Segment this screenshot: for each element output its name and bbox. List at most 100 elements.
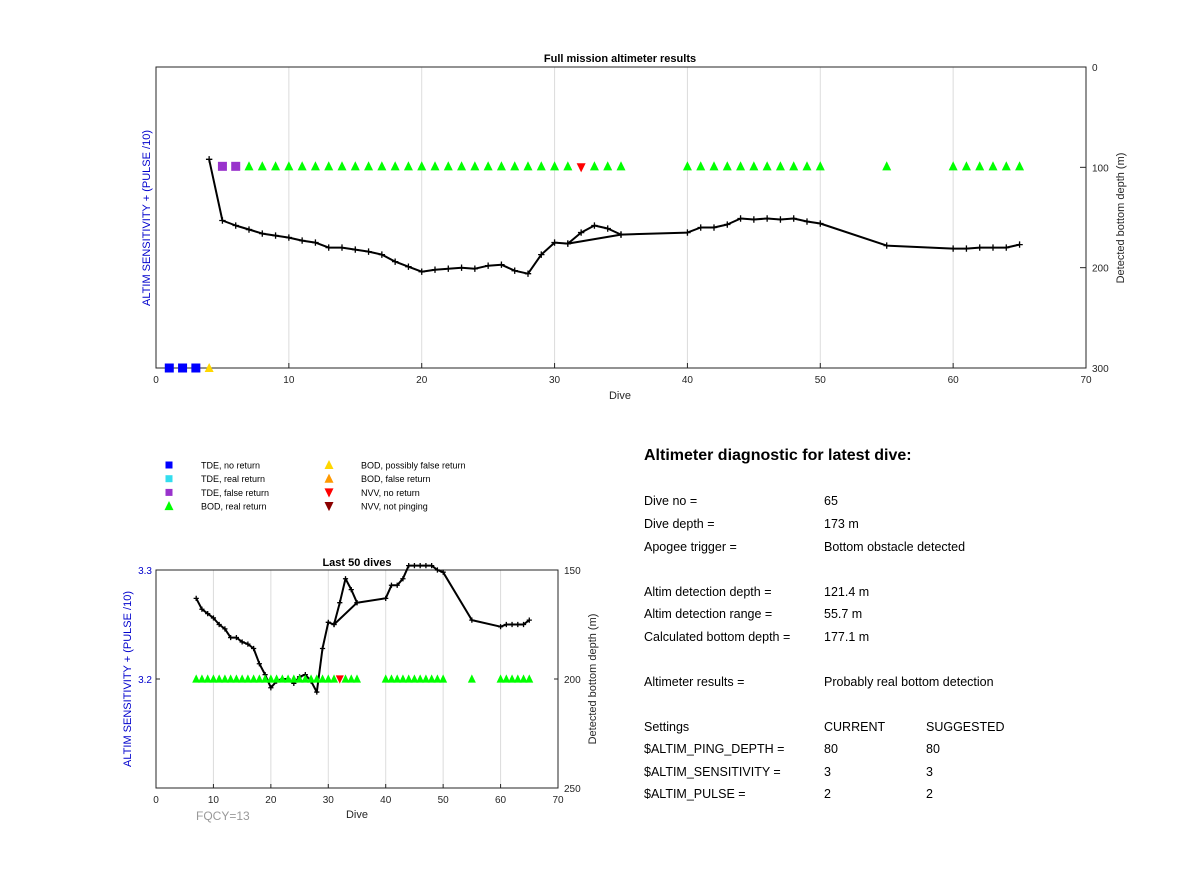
marker-bod-real-return bbox=[403, 161, 413, 171]
marker-bod-real-return bbox=[443, 161, 453, 171]
top-series bbox=[164, 156, 1025, 373]
y-right-tick-label: 200 bbox=[564, 675, 581, 686]
marker-bod-real-return bbox=[220, 674, 229, 683]
depth-point bbox=[233, 634, 239, 641]
depth-point bbox=[777, 216, 784, 223]
depth-point bbox=[883, 242, 890, 249]
x-tick-label: 60 bbox=[495, 795, 507, 806]
depth-point bbox=[551, 239, 558, 246]
depth-point bbox=[228, 634, 234, 641]
marker-bod-real-return bbox=[410, 674, 419, 683]
legend-label: BOD, possibly false return bbox=[361, 461, 466, 471]
depth-point bbox=[232, 222, 239, 229]
depth-point bbox=[205, 156, 213, 163]
pulse-current: 2 bbox=[824, 787, 831, 801]
legend-label: NVV, no return bbox=[361, 488, 420, 498]
depth-point bbox=[338, 244, 346, 251]
depth-point bbox=[391, 258, 399, 265]
depth-point bbox=[469, 617, 475, 623]
depth-point bbox=[298, 237, 306, 244]
depth-point bbox=[216, 621, 222, 628]
dive-depth-value: 173 m bbox=[824, 517, 859, 531]
legend-marker-3 bbox=[164, 501, 174, 511]
sensitivity-label: $ALTIM_SENSITIVITY = bbox=[644, 765, 781, 779]
depth-point bbox=[405, 263, 412, 270]
x-tick-label: 50 bbox=[815, 375, 827, 386]
sensitivity-current: 3 bbox=[824, 765, 831, 779]
marker-bod-real-return bbox=[603, 161, 613, 171]
marker-bod-real-return bbox=[421, 674, 430, 683]
marker-bod-real-return bbox=[483, 161, 493, 171]
depth-point bbox=[219, 217, 226, 224]
suggested-header: SUGGESTED bbox=[926, 720, 1005, 734]
marker-bod-real-return bbox=[802, 161, 812, 171]
depth-point bbox=[803, 218, 811, 225]
marker-bod-real-return bbox=[589, 161, 599, 171]
marker-bod-real-return bbox=[255, 674, 264, 683]
depth-point bbox=[763, 215, 771, 222]
depth-point bbox=[1003, 244, 1010, 251]
marker-bod-real-return bbox=[762, 161, 772, 171]
depth-point bbox=[524, 270, 532, 277]
marker-tde-false-return bbox=[231, 161, 241, 171]
legend-marker-5 bbox=[324, 473, 334, 483]
depth-point bbox=[331, 621, 337, 628]
depth-point bbox=[325, 619, 331, 625]
detection-depth-value: 121.4 m bbox=[824, 585, 870, 599]
x-tick-label: 10 bbox=[283, 375, 295, 386]
marker-bod-real-return bbox=[257, 161, 267, 171]
x-tick-label: 30 bbox=[549, 375, 561, 386]
marker-bod-real-return bbox=[709, 161, 719, 171]
marker-bod-real-return bbox=[682, 161, 692, 171]
depth-point bbox=[591, 222, 598, 229]
depth-point bbox=[342, 576, 349, 582]
y-right-tick-label: 250 bbox=[564, 784, 581, 795]
depth-point bbox=[577, 229, 585, 236]
depth-point bbox=[498, 261, 505, 268]
depth-point bbox=[245, 641, 251, 647]
marker-bod-real-return bbox=[307, 674, 316, 683]
legend-marker-0 bbox=[165, 461, 173, 469]
depth-point bbox=[484, 262, 492, 269]
marker-bod-real-return bbox=[226, 674, 235, 683]
top-title: Full mission altimeter results bbox=[544, 53, 696, 65]
depth-point bbox=[352, 246, 359, 253]
legend-label: TDE, false return bbox=[201, 488, 269, 498]
marker-bod-real-return bbox=[278, 674, 287, 683]
x-tick-label: 60 bbox=[948, 375, 960, 386]
marker-bod-real-return bbox=[427, 674, 436, 683]
x-tick-label: 0 bbox=[153, 795, 159, 806]
dive-no-value: 65 bbox=[824, 494, 838, 508]
marker-bod-real-return bbox=[266, 674, 275, 683]
marker-bod-real-return bbox=[496, 674, 505, 683]
depth-point bbox=[251, 645, 257, 652]
y-tick-label: 0 bbox=[1092, 63, 1098, 74]
marker-bod-real-return bbox=[696, 161, 706, 171]
depth-point bbox=[564, 240, 572, 247]
depth-point bbox=[193, 595, 199, 601]
marker-bod-real-return bbox=[244, 161, 254, 171]
top-xlabel: Dive bbox=[609, 390, 631, 402]
depth-point bbox=[245, 226, 253, 233]
depth-point bbox=[526, 617, 532, 623]
marker-bod-real-return bbox=[563, 161, 573, 171]
depth-point bbox=[378, 251, 386, 258]
legend-marker-6 bbox=[324, 488, 334, 498]
depth-point bbox=[963, 245, 970, 252]
x-tick-label: 20 bbox=[265, 795, 277, 806]
marker-bod-real-return bbox=[271, 161, 281, 171]
depth-point bbox=[259, 230, 266, 237]
x-tick-label: 40 bbox=[380, 795, 392, 806]
top-grid bbox=[288, 67, 954, 368]
ping-depth-current: 80 bbox=[824, 742, 838, 756]
depth-point bbox=[423, 563, 429, 569]
depth-point bbox=[239, 639, 245, 645]
marker-bod-real-return bbox=[192, 674, 201, 683]
depth-point bbox=[319, 645, 326, 652]
marker-bod-real-return bbox=[364, 161, 374, 171]
marker-bod-real-return bbox=[310, 161, 320, 171]
marker-bod-real-return bbox=[525, 674, 534, 683]
marker-bod-real-return bbox=[350, 161, 360, 171]
marker-bod-real-return bbox=[209, 674, 218, 683]
